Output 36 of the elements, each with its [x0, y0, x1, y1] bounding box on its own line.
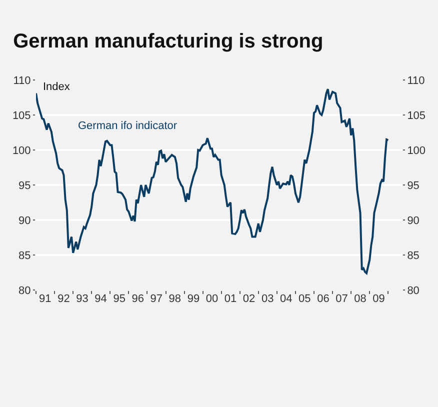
- x-tick-label: 02: [242, 293, 256, 305]
- y-tick-label: 105: [12, 110, 31, 122]
- y2-tick-label: 90: [407, 214, 420, 227]
- y-axis-title: Index: [43, 81, 70, 93]
- x-tick-label: 99: [187, 293, 200, 305]
- x-tick-label: 95: [113, 293, 126, 305]
- y2-tick-label: 80: [407, 284, 420, 297]
- x-tick-label: 94: [94, 293, 107, 305]
- y-tick-label: 85: [18, 250, 31, 262]
- x-tick-label: 01: [224, 293, 237, 305]
- text: German ifo indicator: [78, 120, 178, 132]
- chart-title: German manufacturing is strong: [13, 30, 324, 53]
- y2-tick-label: 85: [407, 250, 420, 262]
- x-tick-label: 91: [39, 293, 52, 305]
- x-tick-label: 05: [298, 293, 311, 305]
- x-tick-label: 06: [317, 293, 330, 305]
- y2-tick-label: 95: [407, 180, 420, 192]
- y-tick-label: 95: [18, 180, 31, 192]
- x-tick-label: 98: [168, 293, 182, 305]
- x-tick-label: 93: [76, 293, 88, 305]
- y2-tick-label: 110: [407, 74, 425, 87]
- y-tick-label: 110: [13, 74, 31, 87]
- x-tick-label: 92: [58, 293, 70, 305]
- y-tick-label: 80: [18, 284, 31, 297]
- y-tick-label: 90: [18, 214, 31, 227]
- x-tick-label: 97: [150, 293, 163, 305]
- x-tick-label: 08: [354, 293, 366, 305]
- x-tick-label: 04: [280, 293, 292, 305]
- y2-tick-label: 100: [407, 144, 426, 157]
- x-tick-label: 07: [336, 293, 348, 305]
- y-tick-label: 100: [12, 144, 31, 157]
- x-tick-label: 09: [372, 293, 385, 305]
- x-tick-label: 03: [261, 293, 274, 305]
- y2-tick-label: 105: [407, 110, 426, 122]
- x-tick-label: 00: [206, 293, 218, 305]
- x-tick-label: 96: [132, 293, 144, 305]
